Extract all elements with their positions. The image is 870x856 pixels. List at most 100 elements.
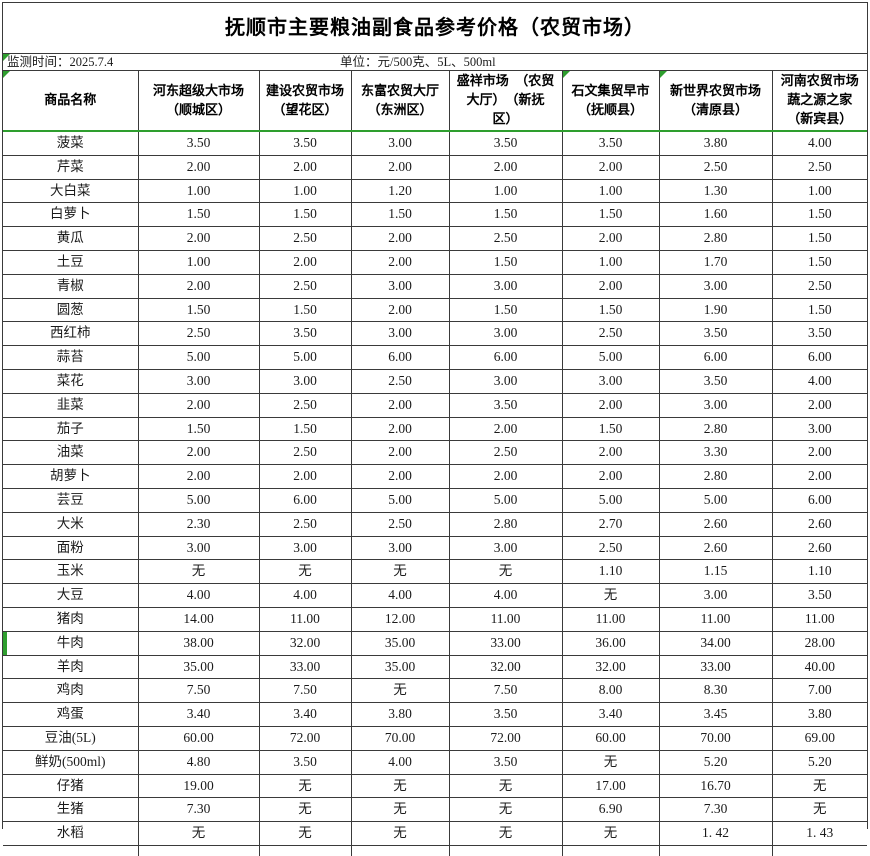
price-cell[interactable]: 3.80: [351, 702, 450, 727]
price-cell[interactable]: 2.00: [562, 155, 660, 180]
price-cell[interactable]: 1.00: [259, 179, 352, 204]
price-cell[interactable]: 1. 43: [772, 821, 867, 846]
price-cell[interactable]: 72.00: [449, 726, 563, 751]
price-cell[interactable]: 3.40: [138, 702, 260, 727]
price-cell[interactable]: 无: [562, 583, 660, 608]
price-cell[interactable]: 3.00: [449, 321, 563, 347]
price-cell[interactable]: 32.00: [562, 655, 660, 680]
price-cell[interactable]: 无: [562, 821, 660, 846]
product-name-cell[interactable]: 茄子: [3, 417, 139, 442]
price-cell[interactable]: 1.50: [259, 298, 352, 323]
price-cell[interactable]: 3.50: [259, 131, 352, 156]
price-cell[interactable]: 2.00: [351, 393, 450, 418]
price-cell[interactable]: 无: [259, 821, 352, 846]
price-cell[interactable]: 1.00: [562, 179, 660, 204]
price-cell[interactable]: 5.00: [562, 488, 660, 513]
price-cell[interactable]: 17.00: [562, 774, 660, 799]
price-cell[interactable]: 2.70: [562, 512, 660, 537]
product-name-cell[interactable]: 仔猪: [3, 774, 139, 799]
price-cell[interactable]: 2.50: [562, 536, 660, 561]
price-cell[interactable]: 6.90: [562, 797, 660, 823]
price-cell[interactable]: 无: [772, 797, 867, 823]
product-name-cell[interactable]: 西红柿: [3, 321, 139, 347]
price-cell[interactable]: 1.00: [138, 250, 260, 275]
price-cell[interactable]: 2.60: [659, 536, 773, 561]
product-name-cell[interactable]: 蒜苔: [3, 345, 139, 370]
price-cell[interactable]: 3.80: [659, 131, 773, 156]
product-name-cell[interactable]: 白萝卜: [3, 202, 139, 228]
price-cell[interactable]: 32.00: [449, 655, 563, 680]
price-cell[interactable]: 69.00: [772, 726, 867, 751]
price-cell[interactable]: 7.30: [138, 797, 260, 823]
price-cell[interactable]: 2.00: [138, 464, 260, 489]
price-cell[interactable]: 33.00: [659, 655, 773, 680]
price-cell[interactable]: 2.00: [351, 440, 450, 466]
price-cell[interactable]: 8.00: [562, 678, 660, 704]
price-cell[interactable]: 5.00: [659, 488, 773, 513]
price-cell[interactable]: 无: [351, 797, 450, 823]
price-cell[interactable]: 5.00: [449, 488, 563, 513]
price-cell[interactable]: 2.50: [259, 226, 352, 251]
price-cell[interactable]: 2.50: [772, 155, 867, 180]
price-cell[interactable]: 4.00: [351, 583, 450, 608]
price-cell[interactable]: 70.00: [659, 726, 773, 751]
price-cell[interactable]: 3.00: [351, 536, 450, 561]
product-name-cell[interactable]: 芸豆: [3, 488, 139, 513]
price-cell[interactable]: 2.00: [259, 464, 352, 489]
price-cell[interactable]: 无: [259, 559, 352, 585]
price-cell[interactable]: 2.00: [351, 155, 450, 180]
price-cell[interactable]: 2.00: [351, 226, 450, 251]
price-cell[interactable]: 5.00: [351, 488, 450, 513]
price-cell[interactable]: 60.00: [138, 726, 260, 751]
price-cell[interactable]: 无: [351, 559, 450, 585]
header-market-shengxiang[interactable]: 盛祥市场 （农贸 大厅） （新抚 区）: [449, 71, 563, 132]
price-cell[interactable]: 1.50: [259, 202, 352, 228]
price-cell[interactable]: 3.00: [351, 321, 450, 347]
price-cell[interactable]: 2.00: [562, 440, 660, 466]
price-cell[interactable]: 7.50: [449, 678, 563, 704]
product-name-cell[interactable]: 大豆: [3, 583, 139, 608]
header-market-hedong[interactable]: 河东超级大市场 （顺城区）: [138, 71, 260, 132]
price-cell[interactable]: 2.50: [659, 155, 773, 180]
price-cell[interactable]: 6.00: [449, 345, 563, 370]
price-cell[interactable]: 1.10: [562, 559, 660, 585]
price-cell[interactable]: 无: [562, 750, 660, 775]
price-cell[interactable]: 6.00: [659, 345, 773, 370]
price-cell[interactable]: 3.00: [449, 536, 563, 561]
price-cell[interactable]: 3.50: [659, 321, 773, 347]
price-cell[interactable]: 3.00: [659, 274, 773, 299]
price-cell[interactable]: 1.50: [351, 202, 450, 228]
price-cell[interactable]: 无: [351, 774, 450, 799]
product-name-cell[interactable]: 水稻: [3, 821, 139, 846]
price-cell[interactable]: 1.50: [772, 250, 867, 275]
price-cell[interactable]: 11.00: [659, 607, 773, 632]
product-name-cell[interactable]: 黄瓜: [3, 226, 139, 251]
price-cell[interactable]: 2.00: [138, 393, 260, 418]
price-cell[interactable]: 14.00: [138, 607, 260, 632]
price-cell[interactable]: 2.60: [772, 512, 867, 537]
price-cell[interactable]: 3.00: [351, 131, 450, 156]
price-cell[interactable]: 33.00: [449, 631, 563, 656]
price-cell[interactable]: 1.10: [772, 559, 867, 585]
price-cell[interactable]: 8.30: [659, 678, 773, 704]
price-cell[interactable]: 4.00: [772, 369, 867, 394]
price-cell[interactable]: 1.70: [659, 250, 773, 275]
price-cell[interactable]: 11.00: [562, 607, 660, 632]
price-cell[interactable]: 2.00: [772, 393, 867, 418]
price-cell[interactable]: 2.00: [138, 226, 260, 251]
price-cell[interactable]: 35.00: [351, 631, 450, 656]
price-cell[interactable]: 3.00: [772, 417, 867, 442]
header-market-dongfu[interactable]: 东富农贸大厅 （东洲区）: [351, 71, 450, 132]
price-cell[interactable]: 1.50: [138, 202, 260, 228]
product-name-cell[interactable]: 大白菜: [3, 179, 139, 204]
price-cell[interactable]: 5.00: [259, 345, 352, 370]
price-cell[interactable]: 2.00: [449, 417, 563, 442]
price-cell[interactable]: 1.00: [138, 179, 260, 204]
price-cell[interactable]: 2.00: [449, 464, 563, 489]
price-cell[interactable]: 3.40: [562, 702, 660, 727]
price-cell[interactable]: 1.50: [772, 298, 867, 323]
price-cell[interactable]: 1.50: [449, 298, 563, 323]
price-cell[interactable]: 5.00: [138, 345, 260, 370]
price-cell[interactable]: 3.50: [659, 369, 773, 394]
price-cell[interactable]: 3.50: [562, 131, 660, 156]
